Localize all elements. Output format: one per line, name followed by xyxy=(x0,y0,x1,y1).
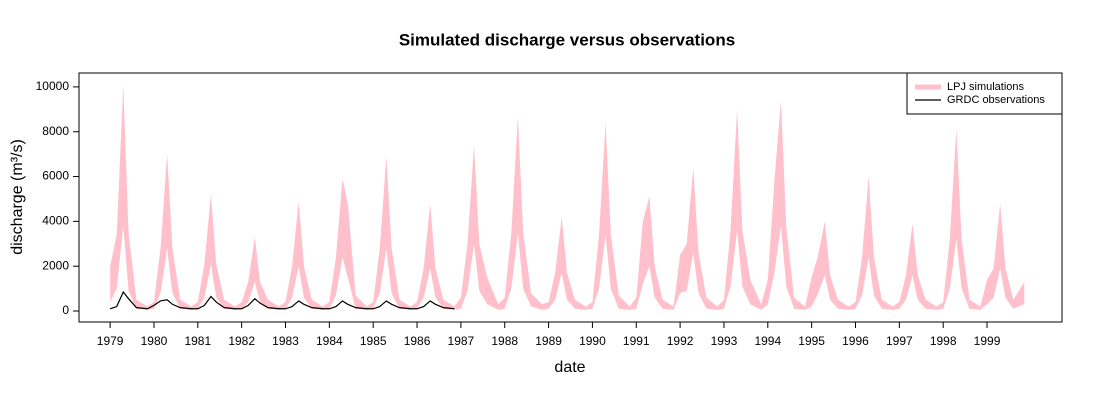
x-tick-label: 1985 xyxy=(360,334,387,348)
x-tick-label: 1979 xyxy=(97,334,124,348)
x-tick-label: 1981 xyxy=(184,334,211,348)
y-axis-label: discharge (m³/s) xyxy=(9,139,26,255)
x-tick-label: 1988 xyxy=(491,334,518,348)
x-tick-label: 1980 xyxy=(141,334,168,348)
x-tick-label: 1999 xyxy=(974,334,1001,348)
x-tick-label: 1992 xyxy=(667,334,694,348)
legend-box xyxy=(906,72,1063,115)
y-tick-label: 6000 xyxy=(42,169,69,183)
y-tick-label: 2000 xyxy=(42,258,69,272)
legend-label: GRDC observations xyxy=(947,94,1045,106)
x-tick-label: 1989 xyxy=(535,334,562,348)
x-tick-label: 1994 xyxy=(754,334,781,348)
y-tick-label: 4000 xyxy=(42,214,69,228)
x-tick-label: 1984 xyxy=(316,334,343,348)
y-tick-label: 0 xyxy=(62,303,69,317)
simulation-band xyxy=(110,84,1025,310)
x-tick-label: 1996 xyxy=(842,334,869,348)
x-tick-label: 1993 xyxy=(711,334,738,348)
x-tick-label: 1982 xyxy=(228,334,255,348)
y-tick-label: 8000 xyxy=(42,124,69,138)
x-tick-label: 1991 xyxy=(623,334,650,348)
x-tick-label: 1986 xyxy=(404,334,431,348)
y-tick-label: 10000 xyxy=(36,79,70,93)
chart-title: Simulated discharge versus observations xyxy=(399,30,735,49)
x-tick-label: 1990 xyxy=(579,334,606,348)
x-tick-label: 1987 xyxy=(448,334,475,348)
plot-frame xyxy=(78,72,1063,323)
legend-label: LPJ simulations xyxy=(947,81,1025,93)
x-tick-label: 1995 xyxy=(798,334,825,348)
x-axis-label: date xyxy=(554,359,585,376)
x-tick-label: 1983 xyxy=(272,334,299,348)
x-tick-label: 1998 xyxy=(930,334,957,348)
observation-line xyxy=(109,290,455,310)
x-tick-label: 1997 xyxy=(886,334,913,348)
